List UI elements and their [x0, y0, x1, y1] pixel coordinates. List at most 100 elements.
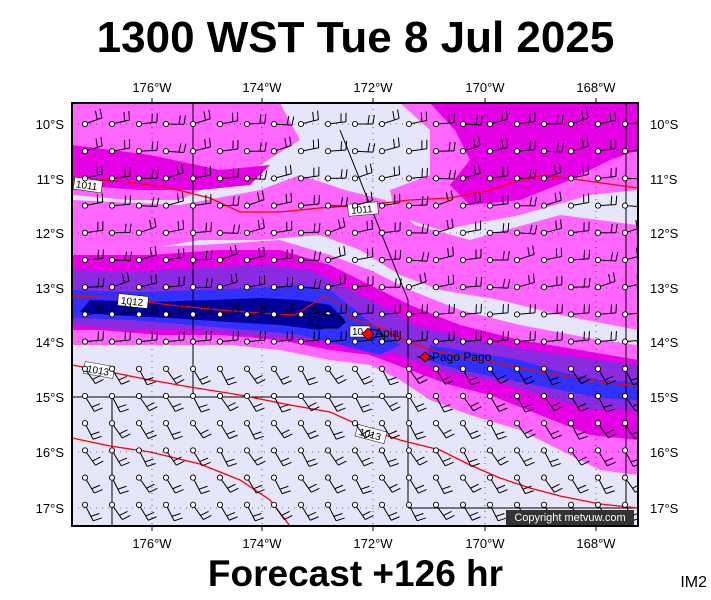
wind-barb — [270, 303, 293, 318]
wind-barb — [297, 474, 320, 493]
wind-barb — [135, 303, 158, 318]
lat-label: 17°S — [650, 501, 679, 516]
wind-barb — [243, 218, 265, 236]
wind-barb — [108, 272, 130, 291]
wind-barb — [378, 303, 401, 318]
wind-barb — [108, 303, 131, 318]
wind-barb — [324, 447, 347, 466]
wind-barb — [243, 474, 265, 494]
wind-barb — [189, 501, 212, 520]
wind-barb — [459, 276, 483, 291]
wind-barb — [270, 365, 292, 385]
wind-barb — [567, 474, 589, 494]
wind-barb — [324, 197, 349, 209]
wind-barb — [432, 218, 454, 236]
wind-barb — [135, 218, 157, 236]
wind-barb — [567, 365, 590, 384]
wind-barb — [432, 501, 455, 520]
wind-barb — [378, 221, 401, 236]
wind-barb — [486, 501, 507, 522]
axis-ticks — [151, 98, 597, 531]
wind-barb — [594, 331, 617, 345]
wind-barb — [378, 365, 399, 386]
wind-barb — [486, 447, 509, 466]
wind-barb — [324, 112, 347, 128]
place-marker-icon — [361, 327, 375, 341]
wind-barb — [540, 303, 563, 318]
wind-barb — [351, 501, 374, 520]
wind-barb — [351, 142, 376, 155]
wind-barb — [351, 447, 373, 467]
wind-barb — [540, 392, 563, 412]
wind-barb — [351, 163, 373, 182]
lat-label: 15°S — [650, 390, 679, 405]
wind-barb — [162, 447, 185, 466]
lat-label: 13°S — [36, 281, 65, 296]
wind-barb — [189, 447, 211, 467]
rain-band-mid — [430, 103, 638, 205]
wind-barb — [243, 142, 267, 155]
wind-barb — [378, 392, 401, 412]
wind-barb — [621, 474, 638, 493]
wind-barb — [540, 275, 563, 291]
wind-barb — [405, 392, 427, 412]
wind-barb — [432, 365, 454, 385]
wind-barb — [540, 247, 563, 264]
wind-barb — [324, 501, 345, 522]
wind-barb — [189, 165, 212, 182]
wind-barb — [621, 146, 638, 155]
wind-barb — [405, 224, 429, 236]
lon-labels-bottom: 176°W 174°W 172°W 170°W 168°W — [132, 536, 616, 551]
wind-barb — [216, 474, 239, 493]
wind-barb — [540, 114, 564, 128]
place-marker-icon — [419, 351, 431, 363]
wind-barb — [324, 365, 347, 384]
wind-barb — [162, 163, 184, 182]
wind-barb — [378, 420, 400, 440]
lon-label: 168°W — [576, 80, 616, 95]
wind-barb — [486, 110, 508, 128]
wind-barb — [270, 474, 291, 495]
wind-barb — [513, 447, 535, 467]
wind-barb — [108, 420, 131, 439]
wind-barb — [594, 251, 619, 264]
wind-barb — [270, 192, 293, 209]
wind-barb — [513, 112, 536, 128]
wind-barb — [594, 474, 615, 495]
isobar-1012 — [72, 295, 638, 387]
wind-barb — [432, 246, 454, 264]
isobar-label-apia: 10 — [352, 327, 364, 338]
wind-barb — [216, 224, 241, 236]
wind-barb — [81, 165, 103, 182]
wind-barb — [513, 392, 534, 413]
wind-barb — [108, 392, 129, 413]
wind-barb — [189, 474, 210, 495]
wind-barb — [81, 392, 103, 412]
wind-barb — [540, 331, 563, 345]
wind-barb — [216, 272, 238, 291]
wind-barb — [243, 365, 266, 384]
wind-barb — [108, 251, 133, 264]
lat-label: 16°S — [36, 445, 65, 460]
lat-label: 14°S — [650, 335, 679, 350]
lon-label: 170°W — [465, 536, 505, 551]
wind-barb — [243, 501, 264, 522]
wind-barb — [243, 331, 266, 345]
wind-barb — [621, 365, 638, 386]
wind-barb — [216, 111, 239, 128]
wind-barb — [432, 447, 454, 467]
wind-barb — [297, 166, 320, 182]
wind-barb — [567, 447, 590, 466]
wind-barb — [243, 275, 266, 291]
wind-barb — [567, 420, 588, 440]
wind-barb — [594, 303, 617, 318]
wind-barb — [459, 303, 482, 318]
wind-barb — [162, 276, 185, 291]
wind-barb — [297, 138, 320, 155]
wind-barb — [216, 420, 238, 440]
lat-label: 14°S — [36, 335, 65, 350]
wind-barb — [108, 365, 130, 385]
wind-barb — [459, 447, 480, 467]
wind-barb — [405, 195, 429, 209]
wind-barb — [189, 365, 211, 385]
